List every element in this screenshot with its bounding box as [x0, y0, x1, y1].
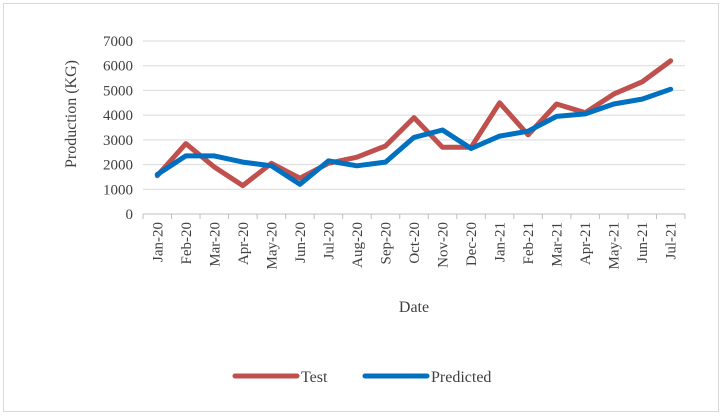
y-tick-label: 4000 — [103, 108, 133, 124]
x-tick-label: Jun-21 — [635, 222, 651, 263]
x-tick-label: Oct-20 — [407, 222, 423, 264]
x-tick-label: Mar-21 — [550, 222, 566, 267]
y-axis-ticks: 0 1000 2000 3000 4000 5000 6000 7000 — [103, 34, 133, 223]
y-tick-label: 0 — [126, 207, 134, 223]
x-tick-label: Feb-21 — [521, 222, 537, 265]
x-tick-label: May-21 — [607, 222, 623, 270]
x-tick-label: Mar-20 — [207, 222, 223, 267]
series-line-test — [154, 58, 674, 189]
y-tick-label: 3000 — [103, 133, 133, 149]
x-tick-label: Jul-20 — [321, 222, 337, 260]
series-line-predicted — [154, 86, 674, 187]
legend-label-predicted: Predicted — [431, 369, 491, 386]
x-tick-label: Apr-21 — [578, 222, 594, 265]
x-tick-label: Apr-20 — [236, 222, 252, 265]
x-tick-label: May-20 — [264, 222, 280, 270]
x-tick-label: Nov-20 — [436, 222, 452, 268]
x-tick-label: Jan-21 — [493, 222, 509, 262]
x-tick-label: Jun-20 — [293, 222, 309, 263]
x-tick-label: Aug-20 — [350, 222, 366, 268]
chart-frame — [3, 3, 719, 412]
x-axis-ticks: Jan-20 Feb-20 Mar-20 Apr-20 May-20 Jun-20 Jul-… — [142, 214, 686, 270]
x-tick-label: Sep-20 — [378, 222, 394, 265]
x-tick-label: Dec-20 — [464, 222, 480, 266]
y-tick-label: 7000 — [103, 34, 133, 50]
legend: Test Predicted — [232, 369, 491, 386]
y-tick-label: 2000 — [103, 158, 133, 174]
y-axis-title: Production (KG) — [63, 60, 80, 168]
legend-label-test: Test — [301, 369, 328, 386]
gridlines — [143, 40, 685, 215]
y-tick-label: 6000 — [103, 59, 133, 75]
y-tick-label: 1000 — [103, 182, 133, 198]
series-lines — [154, 58, 674, 189]
x-tick-label: Feb-20 — [179, 222, 195, 265]
x-axis-title: Date — [399, 299, 429, 316]
x-tick-label: Jan-20 — [150, 222, 166, 262]
y-tick-label: 5000 — [103, 83, 133, 99]
x-tick-label: Jul-21 — [664, 222, 680, 260]
